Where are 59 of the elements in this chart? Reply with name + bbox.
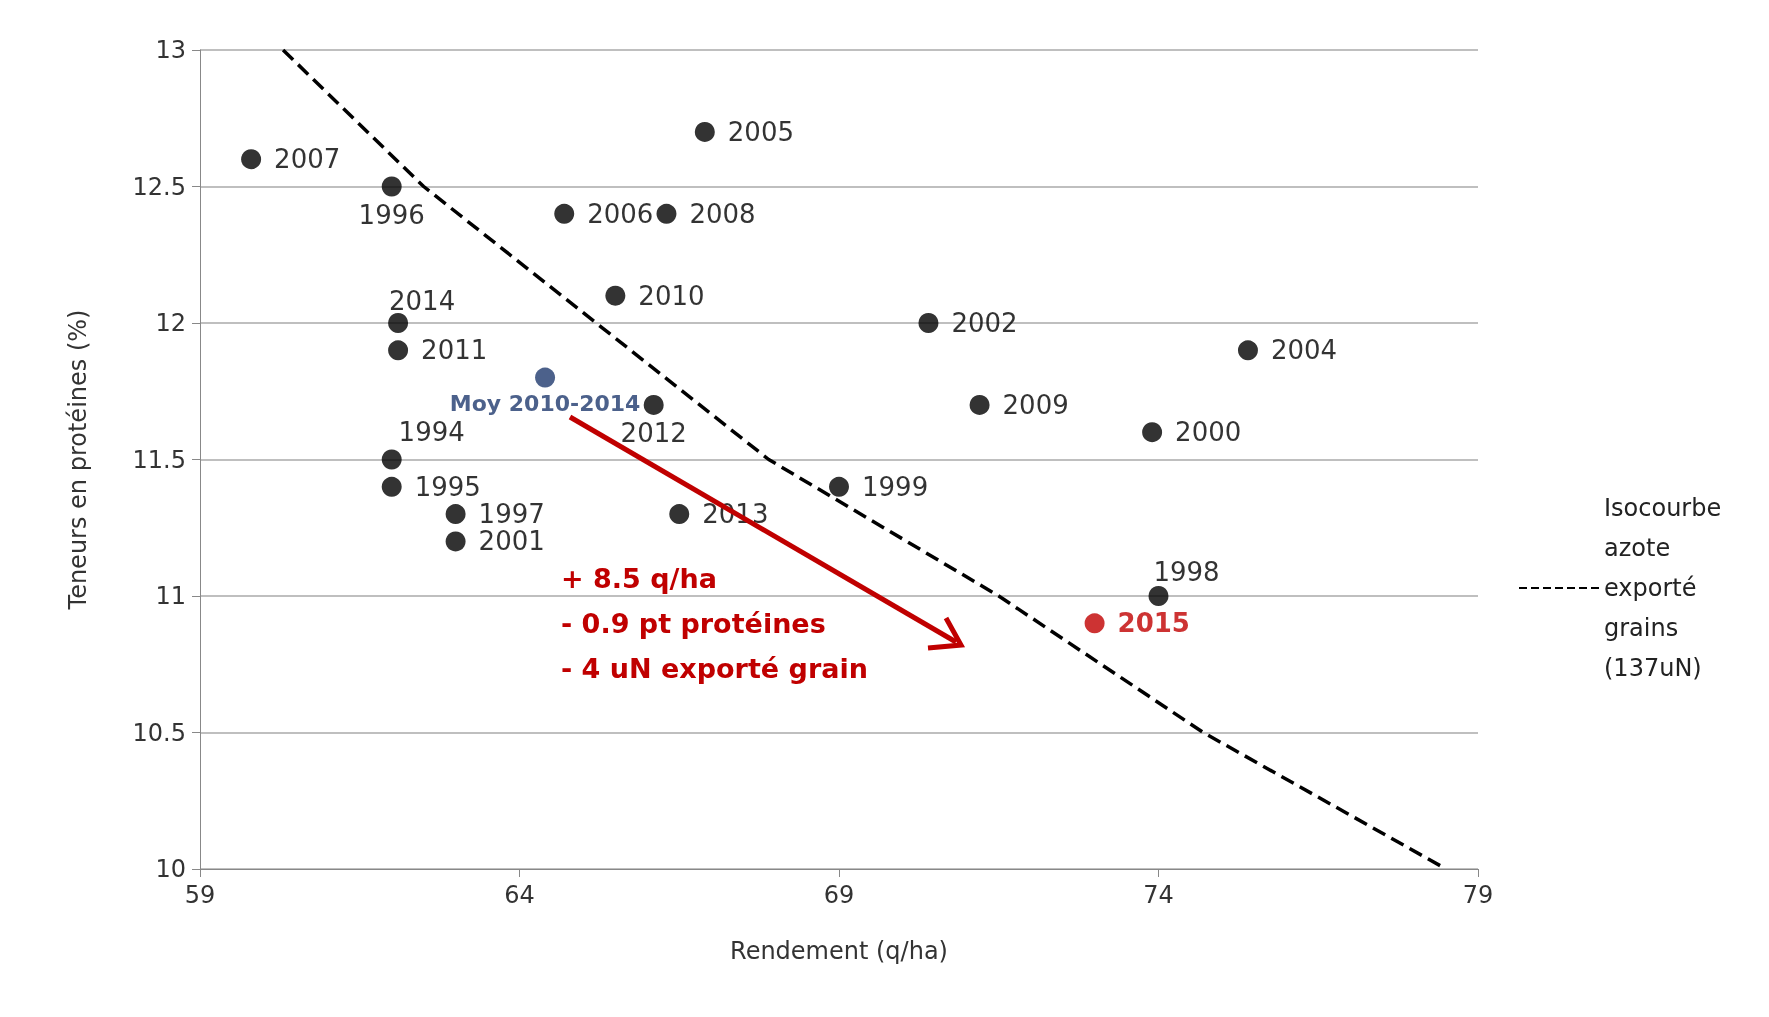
x-tick-label: 69	[823, 881, 855, 909]
x-tick-label: 59	[184, 881, 216, 909]
y-tick-label: 10.5	[132, 718, 186, 747]
y-tick-label: 13	[155, 36, 186, 64]
y-tick-label: 11	[155, 582, 186, 610]
point	[643, 394, 664, 415]
annotation: 1994	[398, 416, 465, 447]
annotation: 2007	[274, 144, 341, 175]
annotation: Moy 2010-2014	[449, 391, 641, 417]
annotation: 2005	[727, 116, 794, 147]
x-tick-label: 64	[504, 881, 535, 909]
annotation: 1998	[1153, 557, 1220, 587]
point	[829, 476, 849, 497]
y-axis-title: Teneurs en protéines (%)	[64, 309, 92, 611]
annotation: - 0.9 pt protéines	[561, 608, 826, 639]
point	[241, 149, 262, 170]
annotation: + 8.5 q/ha	[561, 563, 717, 594]
y-tick-label: 11.5	[132, 445, 186, 474]
point	[694, 121, 715, 142]
y-tick-label: 12	[155, 309, 186, 337]
annotation: 1996	[358, 199, 425, 230]
annotation: 2012	[620, 417, 687, 448]
point	[554, 203, 575, 224]
x-axis-title: Rendement (q/ha)	[730, 937, 948, 965]
annotation: 2009	[1002, 389, 1069, 420]
point	[445, 531, 466, 552]
point	[1148, 586, 1169, 606]
point	[381, 176, 402, 197]
annotation: 2015	[1117, 608, 1190, 639]
y-tick-label: 10	[155, 855, 186, 883]
point	[669, 504, 690, 525]
legend-label: Isocourbe azote exporté grains (137uN)	[1604, 494, 1729, 682]
annotation: 2004	[1270, 335, 1338, 366]
annotation: 2002	[951, 308, 1018, 338]
annotation: - 4 uN exporté grain	[561, 653, 868, 684]
point	[918, 313, 939, 333]
point	[535, 367, 556, 388]
point	[381, 476, 402, 497]
annotation: 2010	[638, 280, 705, 311]
point	[381, 449, 402, 470]
point	[445, 504, 466, 525]
point	[605, 285, 626, 306]
annotation: 2014	[389, 286, 456, 316]
annotation: 1999	[862, 471, 929, 502]
point	[388, 313, 409, 333]
annotation: 2011	[421, 335, 488, 366]
x-tick-label: 79	[1462, 881, 1494, 909]
point	[656, 203, 677, 224]
annotation: 2000	[1175, 417, 1242, 448]
x-tick-label: 74	[1143, 881, 1174, 909]
point	[388, 340, 409, 361]
point	[969, 394, 990, 415]
annotation: 1995	[414, 471, 481, 502]
y-tick-label: 12.5	[132, 172, 186, 201]
annotation: 2008	[689, 198, 756, 229]
point	[1084, 613, 1105, 634]
point	[1142, 422, 1163, 443]
annotation: 2006	[587, 198, 654, 229]
point	[1237, 340, 1258, 361]
